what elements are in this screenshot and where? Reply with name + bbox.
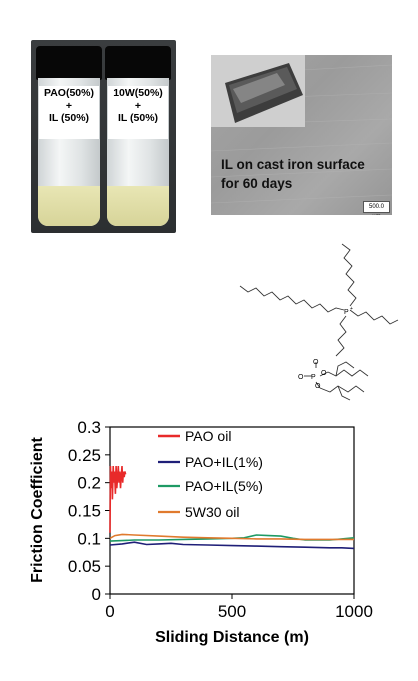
iron-sample-image: [211, 55, 305, 127]
svg-text:P: P: [311, 374, 316, 381]
y-tick-label: 0.15: [68, 502, 101, 521]
series-line-0: [109, 465, 127, 533]
vial-cap-right: [105, 46, 171, 80]
x-tick-label: 1000: [335, 602, 373, 621]
cast-iron-photo: IL on cast iron surface for 60 days 500.…: [211, 55, 392, 215]
vial-label-right-line1: 10W(50%): [113, 87, 163, 99]
y-tick-label: 0.3: [77, 418, 101, 437]
iron-sample-inset: [211, 55, 305, 127]
series-lines: [109, 465, 355, 550]
x-tick-label: 0: [105, 602, 114, 621]
y-tick-label: 0: [92, 585, 101, 604]
svg-text:O: O: [321, 370, 327, 377]
series-line-1: [109, 541, 355, 550]
vial-label-left: PAO(50%) + IL (50%): [39, 86, 99, 139]
svg-text:+: +: [350, 306, 353, 312]
vial-label-left-line1: PAO(50%): [44, 87, 94, 99]
series-line-3: [109, 533, 354, 541]
svg-text:O: O: [298, 374, 304, 381]
legend-label-0: PAO oil: [185, 428, 231, 444]
vial-label-left-line2: +: [65, 99, 73, 112]
scale-bar: 500.0 µm: [363, 201, 390, 215]
y-tick-label: 0.25: [68, 446, 101, 465]
legend-label-2: PAO+IL(5%): [185, 478, 263, 494]
y-tick-label: 0.2: [77, 474, 101, 493]
svg-text:P: P: [344, 309, 349, 316]
y-tick-label: 0.1: [77, 529, 101, 548]
chemical-structure: P + P O O O O: [239, 243, 399, 401]
vial-label-right-line3: IL (50%): [117, 112, 159, 124]
svg-text:O: O: [313, 359, 319, 366]
friction-chart: 00.050.10.150.20.250.3 0 500 1000 PAO oilP…: [29, 418, 373, 646]
iron-caption-line1: IL on cast iron surface: [221, 157, 365, 172]
x-axis: 0 500 1000: [105, 594, 373, 621]
svg-text:O: O: [315, 383, 321, 390]
y-axis-label: Friction Coefficient: [29, 436, 46, 582]
legend: PAO oil PAO+IL(1%) PAO+IL(5%) 5W30 oil: [158, 428, 263, 520]
y-tick-label: 0.05: [68, 557, 101, 576]
legend-label-1: PAO+IL(1%): [185, 454, 263, 470]
iron-caption: IL on cast iron surface for 60 days: [221, 155, 365, 193]
vial-label-right-line2: +: [134, 99, 142, 112]
vial-cap-left: [36, 46, 102, 80]
vial-label-right: 10W(50%) + IL (50%): [108, 86, 168, 139]
x-tick-label: 500: [218, 602, 246, 621]
vials-photo: PAO(50%) + IL (50%) 10W(50%) + IL (50%): [31, 40, 176, 233]
legend-label-3: 5W30 oil: [185, 504, 239, 520]
iron-caption-line2: for 60 days: [221, 176, 293, 191]
y-axis: 0 0.05 0.1 0.15 0.2 0.25 0.3: [68, 418, 110, 604]
x-axis-label: Sliding Distance (m): [155, 629, 309, 646]
vial-label-left-line3: IL (50%): [48, 112, 90, 124]
